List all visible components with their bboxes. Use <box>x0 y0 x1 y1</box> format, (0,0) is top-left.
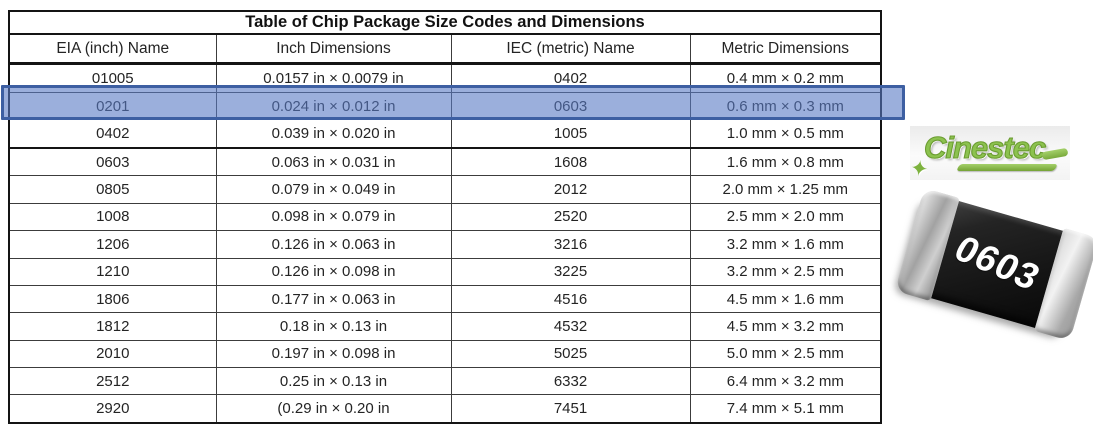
cell-iec: 3225 <box>450 257 691 286</box>
cell-metric: 3.2 mm × 1.6 mm <box>689 230 882 259</box>
cell-iec: 5025 <box>450 339 691 368</box>
cell-inch: 0.0157 in × 0.0079 in <box>215 63 452 93</box>
cell-metric: 1.6 mm × 0.8 mm <box>689 147 882 177</box>
table-row-2010: 2010 0.197 in × 0.098 in 5025 5.0 mm × 2… <box>8 339 882 368</box>
cell-eia: 1806 <box>8 284 217 314</box>
cell-iec: 4532 <box>450 312 691 341</box>
cell-metric: 6.4 mm × 3.2 mm <box>689 366 882 396</box>
cell-iec: 1005 <box>450 119 691 149</box>
table-row-1806: 1806 0.177 in × 0.063 in 4516 4.5 mm × 1… <box>8 284 882 314</box>
cell-metric: 7.4 mm × 5.1 mm <box>689 394 882 424</box>
table-title: Table of Chip Package Size Codes and Dim… <box>8 10 882 35</box>
chip-body-rotated: 0603 <box>894 187 1093 342</box>
cell-eia: 2512 <box>8 366 217 396</box>
col-header-metric-dimensions: Metric Dimensions <box>689 33 882 65</box>
cell-iec: 0402 <box>450 63 691 93</box>
cell-iec: 2012 <box>450 175 691 204</box>
cell-inch: 0.098 in × 0.079 in <box>215 202 452 232</box>
cell-inch: 0.197 in × 0.098 in <box>215 339 452 368</box>
table-row-1206: 1206 0.126 in × 0.063 in 3216 3.2 mm × 1… <box>8 230 882 259</box>
chip-resistor-photo: 0603 <box>894 187 1093 342</box>
cell-metric: 4.5 mm × 3.2 mm <box>689 312 882 341</box>
table-row-2512: 2512 0.25 in × 0.13 in 6332 6.4 mm × 3.2… <box>8 366 882 396</box>
cell-metric: 0.4 mm × 0.2 mm <box>689 63 882 93</box>
col-header-iec-name: IEC (metric) Name <box>450 33 691 65</box>
table-header-row: EIA (inch) Name Inch Dimensions IEC (met… <box>8 33 882 65</box>
cell-eia: 0201 <box>8 91 217 121</box>
cell-eia: 1210 <box>8 257 217 286</box>
cell-inch: 0.126 in × 0.098 in <box>215 257 452 286</box>
cell-inch: 0.079 in × 0.049 in <box>215 175 452 204</box>
table-row-01005: 01005 0.0157 in × 0.0079 in 0402 0.4 mm … <box>8 63 882 93</box>
table-title-row: Table of Chip Package Size Codes and Dim… <box>8 10 882 35</box>
table-row-1210: 1210 0.126 in × 0.098 in 3225 3.2 mm × 2… <box>8 257 882 286</box>
cell-iec: 1608 <box>450 147 691 177</box>
cell-eia: 0603 <box>8 147 217 177</box>
cell-metric: 3.2 mm × 2.5 mm <box>689 257 882 286</box>
cell-inch: 0.063 in × 0.031 in <box>215 147 452 177</box>
col-header-inch-dimensions: Inch Dimensions <box>215 33 452 65</box>
cell-metric: 5.0 mm × 2.5 mm <box>689 339 882 368</box>
cell-inch: 0.126 in × 0.063 in <box>215 230 452 259</box>
cell-iec: 3216 <box>450 230 691 259</box>
cell-eia: 2920 <box>8 394 217 424</box>
chip-body: 0603 <box>894 187 1093 342</box>
chip-package-size-table: Table of Chip Package Size Codes and Dim… <box>8 10 883 424</box>
cell-inch: 0.18 in × 0.13 in <box>215 312 452 341</box>
cell-iec: 7451 <box>450 394 691 424</box>
cell-eia: 1206 <box>8 230 217 259</box>
cell-eia: 01005 <box>8 63 217 93</box>
cell-metric: 2.0 mm × 1.25 mm <box>689 175 882 204</box>
table-row-1812: 1812 0.18 in × 0.13 in 4532 4.5 mm × 3.2… <box>8 312 882 341</box>
cell-iec: 2520 <box>450 202 691 232</box>
table-row-0201-highlighted: 0201 0.024 in × 0.012 in 0603 0.6 mm × 0… <box>8 91 882 121</box>
table-row-0402: 0402 0.039 in × 0.020 in 1005 1.0 mm × 0… <box>8 119 882 149</box>
cell-metric: 0.6 mm × 0.3 mm <box>689 91 882 121</box>
table-row-0603: 0603 0.063 in × 0.031 in 1608 1.6 mm × 0… <box>8 147 882 177</box>
cell-inch: 0.024 in × 0.012 in <box>215 91 452 121</box>
cell-iec: 0603 <box>450 91 691 121</box>
logo-swoosh <box>1041 147 1069 161</box>
col-header-eia-name: EIA (inch) Name <box>8 33 217 65</box>
cell-eia: 0805 <box>8 175 217 204</box>
logo-underline <box>956 164 1058 171</box>
cell-inch: (0.29 in × 0.20 in <box>215 394 452 424</box>
cell-eia: 1008 <box>8 202 217 232</box>
cell-iec: 6332 <box>450 366 691 396</box>
cell-eia: 1812 <box>8 312 217 341</box>
cinestec-logo: ✦ Cinestec <box>908 126 1070 182</box>
cell-inch: 0.25 in × 0.13 in <box>215 366 452 396</box>
cell-metric: 4.5 mm × 1.6 mm <box>689 284 882 314</box>
cell-inch: 0.177 in × 0.063 in <box>215 284 452 314</box>
cell-metric: 1.0 mm × 0.5 mm <box>689 119 882 149</box>
cell-metric: 2.5 mm × 2.0 mm <box>689 202 882 232</box>
table-row-0805: 0805 0.079 in × 0.049 in 2012 2.0 mm × 1… <box>8 175 882 204</box>
cell-eia: 0402 <box>8 119 217 149</box>
cell-iec: 4516 <box>450 284 691 314</box>
logo-text: Cinestec <box>923 129 1046 165</box>
cell-inch: 0.039 in × 0.020 in <box>215 119 452 149</box>
table-row-1008: 1008 0.098 in × 0.079 in 2520 2.5 mm × 2… <box>8 202 882 232</box>
cell-eia: 2010 <box>8 339 217 368</box>
table-row-2920: 2920 (0.29 in × 0.20 in 7451 7.4 mm × 5.… <box>8 394 882 424</box>
